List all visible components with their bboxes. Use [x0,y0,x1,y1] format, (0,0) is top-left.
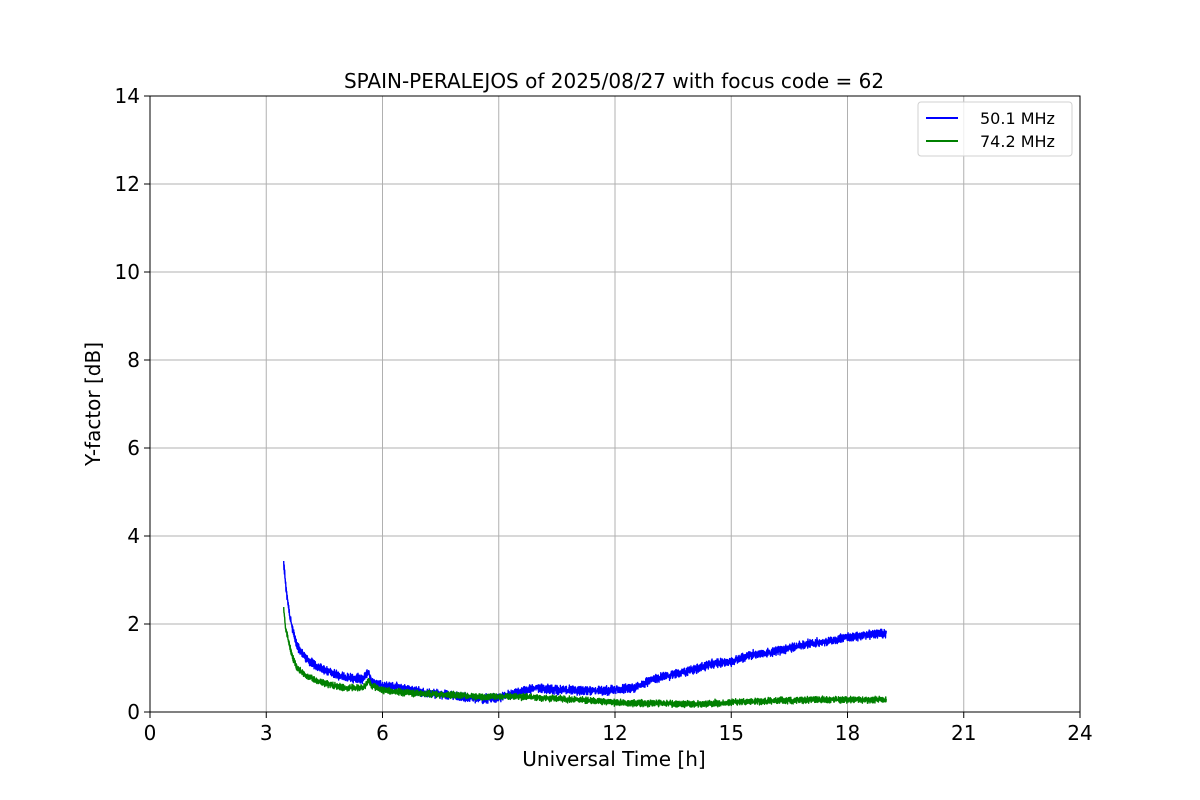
x-tick-label-8: 24 [1067,721,1092,745]
series-line-1 [282,607,887,709]
x-tick-label-6: 18 [835,721,860,745]
series-line-0 [282,560,887,705]
y-tick-label-3: 6 [127,436,140,460]
legend: 50.1 MHz 74.2 MHz [917,101,1073,157]
plot-area [282,560,887,709]
y-tick-label-5: 10 [115,260,140,284]
y-tick-label-0: 0 [127,700,140,724]
x-tick-label-5: 15 [719,721,744,745]
x-tick-label-3: 9 [492,721,505,745]
x-tick-label-7: 21 [951,721,976,745]
x-axis-label: Universal Time [h] [522,747,705,771]
x-tick-label-0: 0 [144,721,157,745]
x-tick-label-1: 3 [260,721,273,745]
y-tick-label-6: 12 [115,172,140,196]
x-tick-label-4: 12 [602,721,627,745]
x-tick-label-2: 6 [376,721,389,745]
chart-title: SPAIN-PERALEJOS of 2025/08/27 with focus… [344,69,884,93]
y-axis-label: Y-factor [dB] [81,342,105,467]
legend-box [917,101,1073,157]
y-tick-label-4: 8 [127,348,140,372]
legend-label-0: 50.1 MHz [980,109,1055,128]
y-tick-label-2: 4 [127,524,140,548]
y-tick-label-7: 14 [115,84,140,108]
y-tick-label-1: 2 [127,612,140,636]
legend-label-1: 74.2 MHz [980,132,1055,151]
